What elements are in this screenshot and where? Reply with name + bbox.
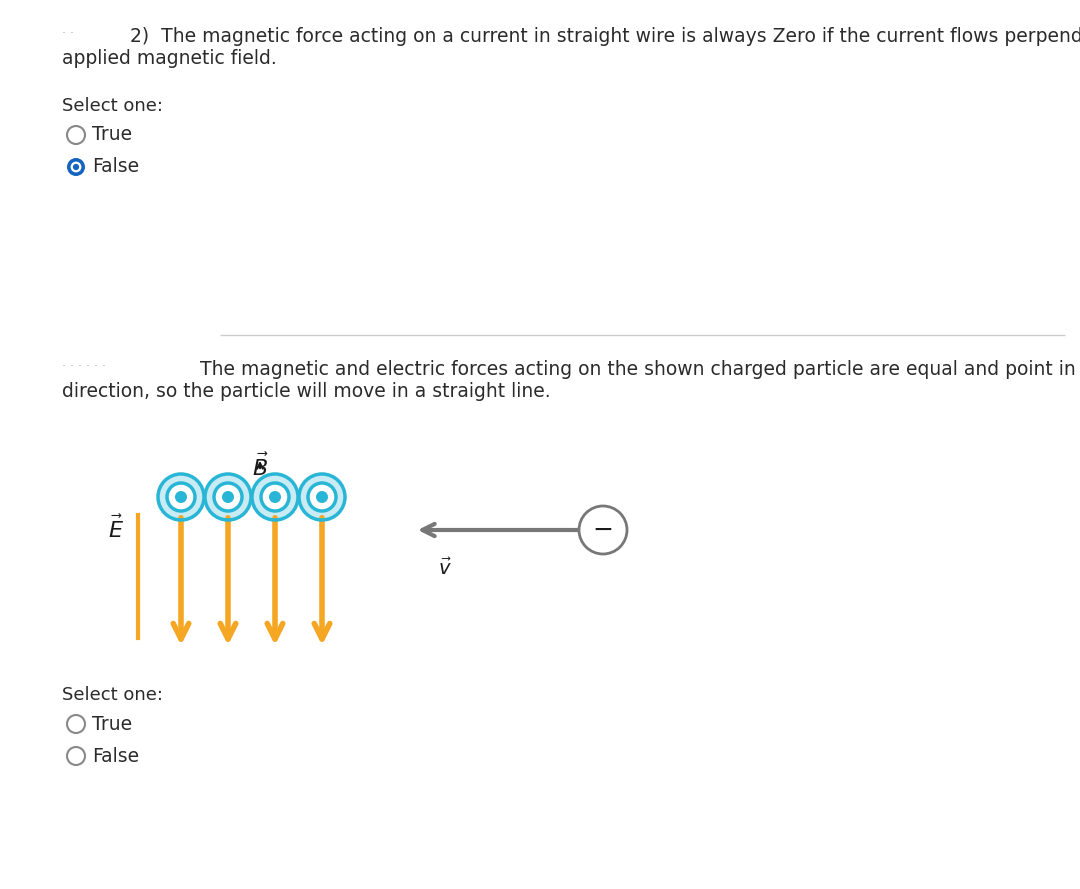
Text: applied magnetic field.: applied magnetic field. (62, 49, 276, 68)
Circle shape (70, 162, 81, 172)
Circle shape (205, 474, 251, 520)
Circle shape (175, 491, 187, 503)
Text: Select one:: Select one: (62, 686, 163, 704)
Circle shape (308, 483, 336, 511)
Text: −: − (593, 518, 613, 542)
Circle shape (252, 474, 298, 520)
Text: True: True (92, 715, 132, 733)
Text: True: True (92, 125, 132, 145)
Text: direction, so the particle will move in a straight line.: direction, so the particle will move in … (62, 382, 551, 401)
Text: · ·: · · (62, 27, 75, 40)
Text: $\vec{B}$: $\vec{B}$ (252, 453, 268, 480)
Circle shape (316, 491, 328, 503)
Circle shape (261, 483, 289, 511)
Circle shape (72, 164, 79, 170)
Text: $\vec{E}$: $\vec{E}$ (108, 515, 124, 542)
Circle shape (214, 483, 242, 511)
Text: Select one:: Select one: (62, 97, 163, 115)
Circle shape (67, 158, 85, 176)
Circle shape (579, 506, 627, 554)
Text: 2)  The magnetic force acting on a current in straight wire is always Zero if th: 2) The magnetic force acting on a curren… (130, 27, 1080, 46)
Text: False: False (92, 157, 139, 177)
Text: False: False (92, 747, 139, 765)
Text: · · · · · ·: · · · · · · (62, 360, 106, 373)
Circle shape (167, 483, 195, 511)
Circle shape (158, 474, 204, 520)
Text: $\vec{v}$: $\vec{v}$ (438, 558, 451, 580)
Circle shape (269, 491, 281, 503)
Text: The magnetic and electric forces acting on the shown charged particle are equal : The magnetic and electric forces acting … (200, 360, 1080, 379)
Circle shape (222, 491, 234, 503)
Circle shape (299, 474, 345, 520)
